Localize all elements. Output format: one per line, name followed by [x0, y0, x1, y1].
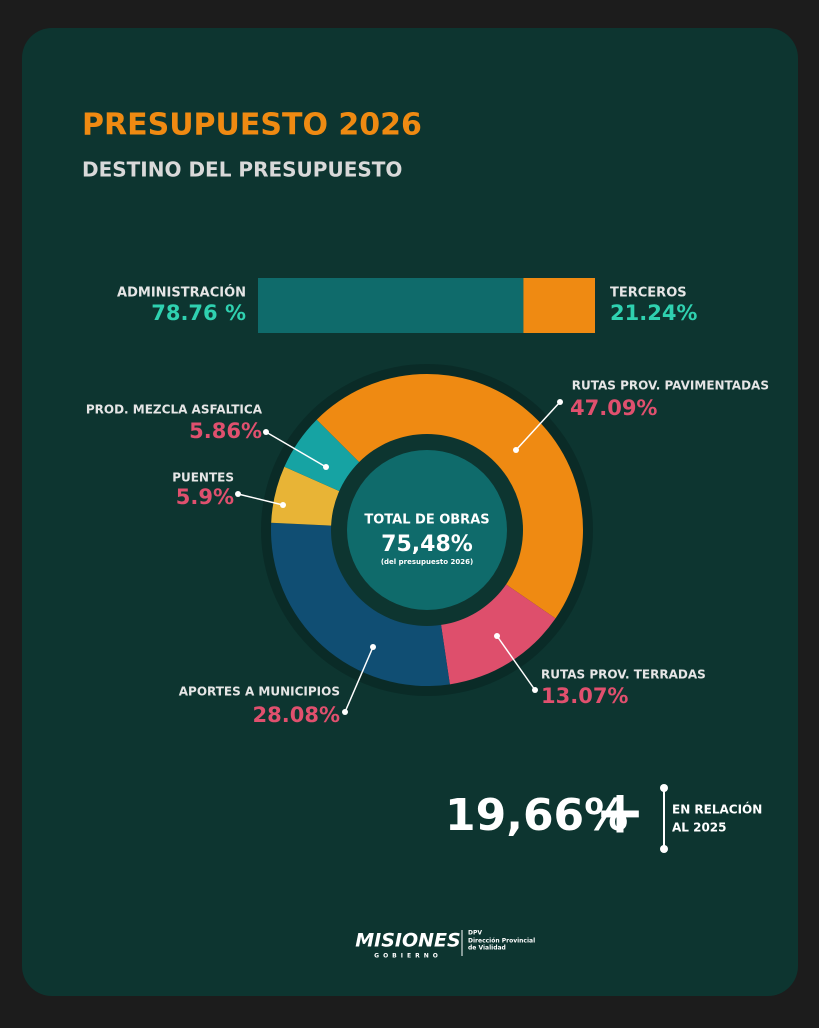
leader-dot	[513, 447, 519, 453]
org: DPV	[468, 930, 482, 937]
slice-label: PUENTES	[172, 471, 234, 485]
value-label: 47.09%	[570, 396, 657, 420]
highlight-text: AL 2025	[672, 821, 727, 835]
highlight-value: 19,66%	[445, 790, 628, 841]
org-name: de Vialidad	[468, 945, 506, 952]
leader-line	[344, 646, 374, 713]
value-label: 28.08%	[253, 703, 340, 727]
brand-sub: GOBIERNO	[374, 953, 442, 960]
center-note: (del presupuesto 2026)	[381, 558, 473, 566]
title: PRESUPUESTO 2026	[82, 108, 422, 143]
slice-label: RUTAS PROV. PAVIMENTADAS	[572, 379, 769, 393]
leader-dot	[263, 429, 269, 435]
brand: MISIONES	[355, 930, 460, 952]
value-label: 78.76 %	[151, 301, 246, 325]
leader-dot	[235, 491, 241, 497]
value-label: 5.86%	[189, 419, 262, 443]
subtitle: DESTINO DEL PRESUPUESTO	[82, 158, 402, 182]
highlight-sign: +	[595, 778, 645, 848]
bar-segment	[258, 278, 524, 333]
value-label: 13.07%	[541, 684, 628, 708]
donut-slice	[270, 522, 450, 686]
slice-label: RUTAS PROV. TERRADAS	[541, 668, 706, 682]
leader-line	[515, 401, 561, 451]
legend-label: TERCEROS	[610, 286, 687, 301]
leader-dot	[342, 709, 348, 715]
leader-dot	[557, 399, 563, 405]
leader-dot	[370, 644, 376, 650]
leader-dot	[280, 502, 286, 508]
slice-label: APORTES A MUNICIPIOS	[179, 685, 340, 699]
org-name: Dirección Provincial	[468, 938, 535, 945]
leader-line	[237, 493, 284, 506]
leader-dot	[323, 464, 329, 470]
leader-line	[265, 431, 327, 468]
center-value: 75,48%	[381, 532, 473, 557]
bar-segment	[523, 278, 595, 333]
value-label: 21.24%	[610, 301, 697, 325]
bracket-dot	[660, 784, 668, 792]
leader-line	[496, 635, 536, 691]
legend-label: ADMINISTRACIÓN	[117, 285, 246, 301]
value-label: 5.9%	[176, 485, 234, 509]
bracket-dot	[660, 845, 668, 853]
center-label: TOTAL DE OBRAS	[364, 513, 489, 528]
donut-slice	[440, 581, 556, 685]
slice-label: PROD. MEZCLA ASFALTICA	[86, 403, 263, 417]
leader-dot	[494, 633, 500, 639]
donut-slice	[271, 466, 345, 526]
center-disc	[347, 450, 507, 610]
leader-dot	[532, 687, 538, 693]
highlight-text: EN RELACIÓN	[672, 802, 762, 817]
donut-slice	[284, 419, 364, 494]
